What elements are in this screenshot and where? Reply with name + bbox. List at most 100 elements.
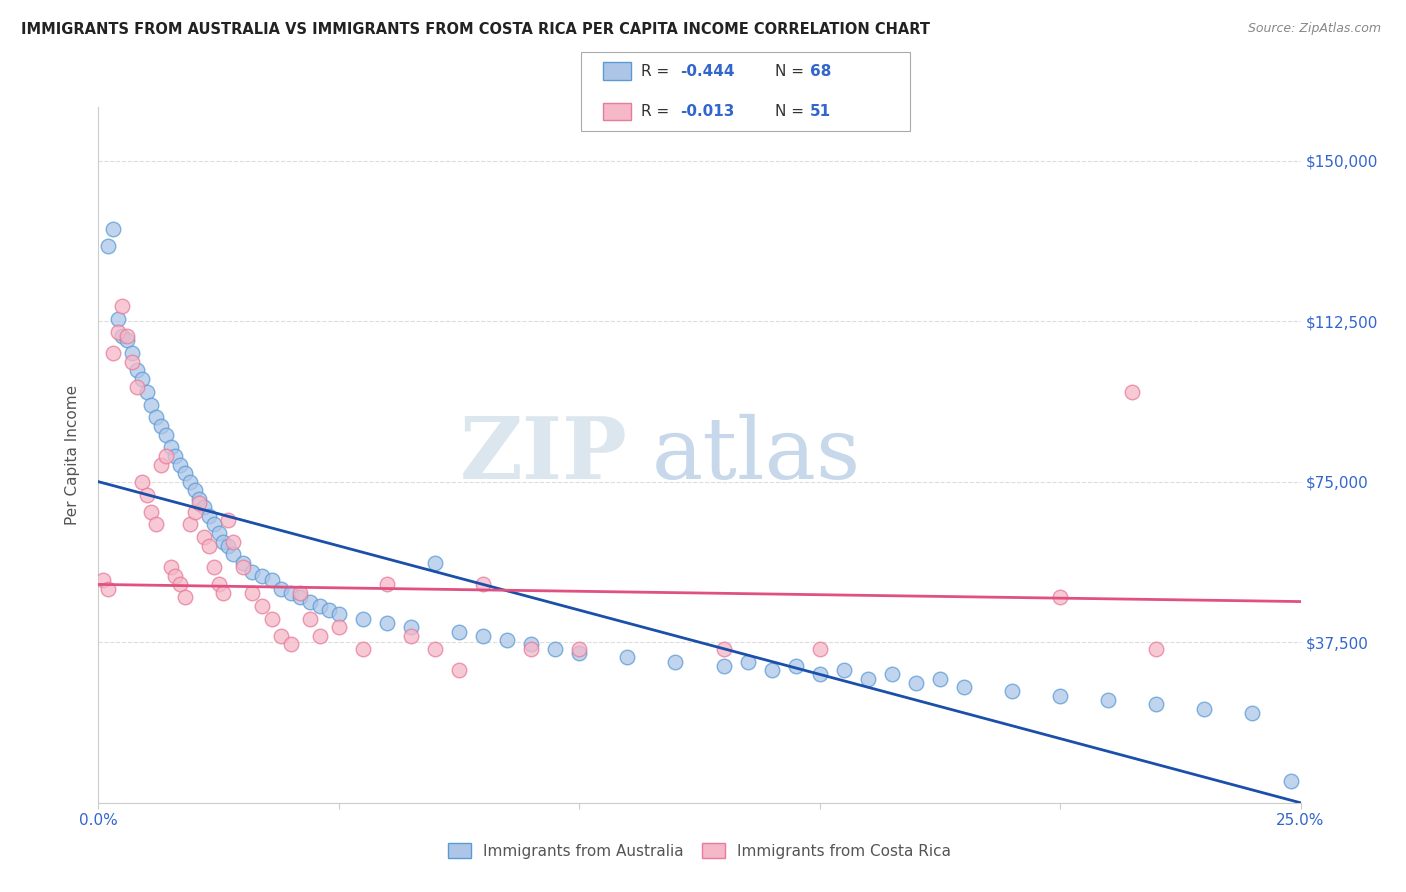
Point	[568, 646, 591, 660]
Point	[808, 641, 831, 656]
Point	[447, 624, 470, 639]
Point	[169, 458, 191, 472]
Point	[97, 239, 120, 253]
Point	[131, 475, 153, 489]
Point	[165, 449, 187, 463]
Text: 51: 51	[810, 104, 831, 119]
Point	[240, 565, 263, 579]
Point	[217, 539, 239, 553]
Point	[1144, 698, 1167, 712]
Point	[198, 539, 221, 553]
Point	[169, 577, 191, 591]
Point	[308, 629, 330, 643]
Point	[174, 466, 197, 480]
Text: Source: ZipAtlas.com: Source: ZipAtlas.com	[1247, 22, 1381, 36]
Point	[97, 582, 120, 596]
Point	[713, 658, 735, 673]
Point	[111, 329, 134, 343]
Point	[290, 586, 312, 600]
Point	[713, 641, 735, 656]
Text: atlas: atlas	[651, 413, 860, 497]
Point	[308, 599, 330, 613]
Point	[159, 441, 181, 455]
Point	[616, 650, 638, 665]
Point	[107, 325, 129, 339]
Point	[188, 496, 211, 510]
Point	[496, 633, 519, 648]
Point	[188, 491, 211, 506]
Point	[928, 672, 950, 686]
Text: R =: R =	[641, 64, 675, 78]
Point	[260, 573, 283, 587]
Point	[399, 620, 422, 634]
Point	[91, 573, 114, 587]
Point	[423, 556, 446, 570]
Point	[141, 505, 163, 519]
Text: R =: R =	[641, 104, 675, 119]
Point	[155, 449, 177, 463]
Point	[141, 398, 163, 412]
Point	[880, 667, 903, 681]
Point	[260, 612, 283, 626]
Point	[117, 334, 139, 348]
Text: IMMIGRANTS FROM AUSTRALIA VS IMMIGRANTS FROM COSTA RICA PER CAPITA INCOME CORREL: IMMIGRANTS FROM AUSTRALIA VS IMMIGRANTS …	[21, 22, 931, 37]
Point	[423, 641, 446, 656]
Point	[808, 667, 831, 681]
Point	[1144, 641, 1167, 656]
Point	[212, 586, 235, 600]
Point	[280, 637, 302, 651]
Point	[179, 517, 201, 532]
Point	[193, 500, 215, 515]
Legend: Immigrants from Australia, Immigrants from Costa Rica: Immigrants from Australia, Immigrants fr…	[441, 837, 957, 864]
Text: N =: N =	[775, 104, 808, 119]
Point	[135, 384, 157, 399]
Point	[520, 637, 543, 651]
Point	[1241, 706, 1264, 720]
Point	[183, 505, 205, 519]
Point	[298, 594, 321, 608]
Text: 68: 68	[810, 64, 831, 78]
Point	[953, 680, 976, 694]
Point	[149, 419, 172, 434]
Point	[1121, 384, 1143, 399]
Point	[121, 355, 143, 369]
Point	[1194, 701, 1216, 715]
Point	[198, 508, 221, 523]
Point	[145, 410, 167, 425]
Point	[149, 458, 172, 472]
Point	[208, 577, 231, 591]
Point	[298, 612, 321, 626]
Point	[904, 676, 927, 690]
Point	[183, 483, 205, 498]
Point	[174, 591, 197, 605]
Point	[375, 615, 398, 630]
Point	[290, 591, 312, 605]
Point	[125, 363, 148, 377]
Point	[270, 582, 292, 596]
Point	[856, 672, 879, 686]
Point	[250, 599, 273, 613]
Point	[212, 534, 235, 549]
Y-axis label: Per Capita Income: Per Capita Income	[65, 384, 80, 525]
Point	[165, 569, 187, 583]
Text: -0.013: -0.013	[681, 104, 735, 119]
Point	[761, 663, 783, 677]
Point	[217, 513, 239, 527]
Point	[664, 655, 686, 669]
Point	[232, 560, 254, 574]
Point	[208, 526, 231, 541]
Point	[737, 655, 759, 669]
Point	[544, 641, 567, 656]
Point	[352, 612, 374, 626]
Point	[832, 663, 855, 677]
Point	[111, 299, 134, 313]
Point	[318, 603, 340, 617]
Text: N =: N =	[775, 64, 808, 78]
Point	[240, 586, 263, 600]
Point	[232, 556, 254, 570]
Point	[472, 629, 495, 643]
Point	[125, 380, 148, 394]
Point	[107, 312, 129, 326]
Point	[193, 530, 215, 544]
Point	[131, 372, 153, 386]
